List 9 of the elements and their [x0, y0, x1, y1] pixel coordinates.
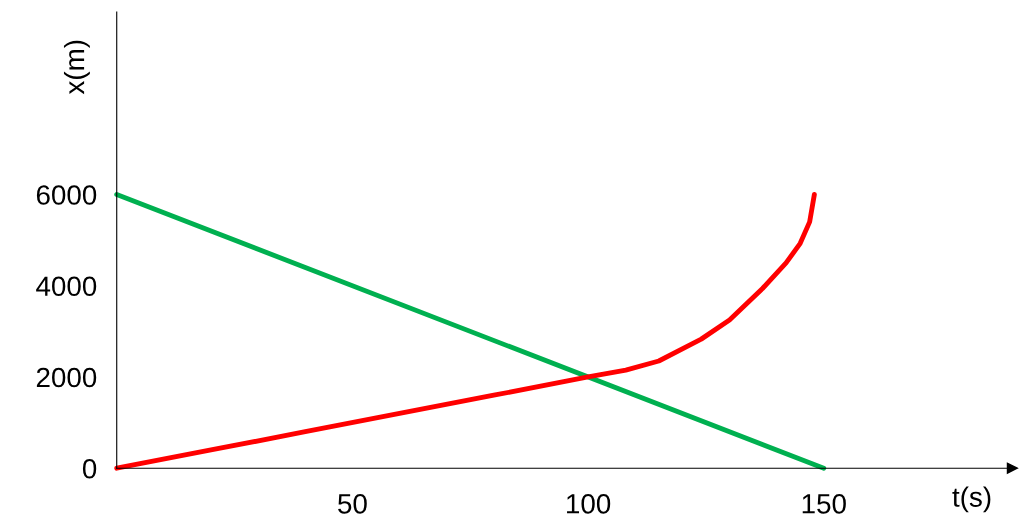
y-tick-label: 4000 [36, 276, 97, 297]
y-tick-label: 2000 [36, 367, 97, 388]
x-tick-label: 50 [338, 493, 367, 514]
x-axis-title: t(s) [952, 486, 991, 513]
y-tick-label: 0 [82, 458, 97, 479]
y-tick-label: 6000 [36, 185, 97, 205]
x-tick-label: 100 [567, 493, 611, 514]
x-tick-label: 150 [802, 493, 846, 514]
y-axis-title: x(m) [63, 40, 90, 95]
